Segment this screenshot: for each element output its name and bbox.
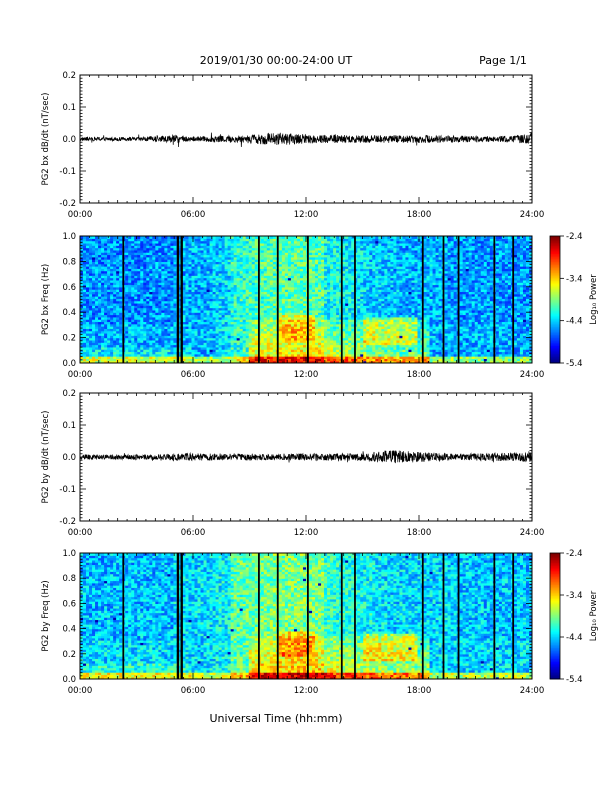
x-tick-label: 06:00 [181, 528, 206, 538]
y-tick-label: -0.1 [59, 167, 76, 177]
x-tick-label: 24:00 [520, 686, 545, 696]
y-tick-label: -0.2 [59, 199, 76, 209]
colorbar-tick-label: -2.4 [566, 549, 583, 559]
y-axis-label: PG2 by Freq (Hz) [41, 580, 51, 651]
colorbar-tick-label: -4.4 [566, 317, 583, 327]
x-tick-label: 06:00 [181, 686, 206, 696]
x-tick-label: 18:00 [407, 528, 432, 538]
y-tick-label: 0.2 [62, 650, 76, 660]
x-axis-label: Universal Time (hh:mm) [210, 712, 343, 725]
x-tick-label: 00:00 [68, 210, 93, 220]
x-tick-label: 12:00 [294, 370, 319, 380]
figure-title: 2019/01/30 00:00-24:00 UT [200, 54, 353, 67]
colorbar: -2.4 -3.4 -4.4 -5.4 Log₁₀ Power [549, 232, 599, 369]
y-tick-label: 0.1 [62, 421, 76, 431]
x-tick-label: 24:00 [520, 528, 545, 538]
colorbar-tick-label: -3.4 [566, 274, 583, 284]
y-tick-label: 0.2 [62, 389, 76, 399]
colorbar-tick-label: -5.4 [566, 359, 583, 369]
colorbar-tick-label: -5.4 [566, 675, 583, 685]
y-axis-label: PG2 bx dB/dt (nT/sec) [41, 93, 51, 186]
y-tick-label: 0.4 [62, 308, 76, 318]
y-tick-label: 0.2 [62, 334, 76, 344]
y-tick-label: -0.2 [59, 517, 76, 527]
spectrogram-cells [80, 236, 532, 363]
y-tick-label: 0.4 [62, 625, 76, 635]
y-tick-label: 0.2 [62, 71, 76, 81]
dbdt-series-line [79, 132, 533, 148]
colorbar: -2.4 -3.4 -4.4 -5.4 Log₁₀ Power [549, 549, 599, 685]
y-tick-label: 0.0 [62, 453, 76, 463]
colorbar-label: Log₁₀ Power [589, 274, 599, 325]
y-tick-label: -0.1 [59, 485, 76, 495]
y-tick-label: 1.0 [62, 232, 76, 242]
x-tick-label: 18:00 [407, 210, 432, 220]
x-tick-label: 18:00 [407, 370, 432, 380]
x-tick-label: 18:00 [407, 686, 432, 696]
y-tick-label: 1.0 [62, 549, 76, 559]
x-tick-label: 12:00 [294, 528, 319, 538]
x-tick-label: 12:00 [294, 686, 319, 696]
bx-spectrogram-panel: 00:00 06:00 12:00 18:00 24:00 1.0 0.8 0.6 0.4 0.2… [41, 232, 599, 380]
page-indicator: Page 1/1 [479, 54, 527, 67]
y-tick-label: 0.6 [62, 283, 76, 293]
bx-dbdt-panel: 00:00 06:00 12:00 18:00 24:00 0.2 0.1 0.0 -0.1 -0… [41, 71, 544, 220]
y-axis-label: PG2 by dB/dt (nT/sec) [41, 411, 51, 504]
x-tick-label: 12:00 [294, 210, 319, 220]
y-tick-label: 0.8 [62, 574, 76, 584]
x-tick-label: 06:00 [181, 210, 206, 220]
colorbar-tick-label: -4.4 [566, 633, 583, 643]
dbdt-series-line [79, 444, 533, 464]
y-tick-label: 0.0 [62, 135, 76, 145]
y-tick-label: 0.1 [62, 103, 76, 113]
x-tick-label: 24:00 [520, 210, 545, 220]
x-tick-label: 00:00 [68, 686, 93, 696]
colorbar-tick-label: -2.4 [566, 232, 583, 242]
colorbar-label: Log₁₀ Power [589, 590, 599, 641]
y-tick-label: 0.0 [62, 675, 76, 685]
colorbar-tick-label: -3.4 [566, 591, 583, 601]
x-tick-label: 06:00 [181, 370, 206, 380]
y-tick-label: 0.6 [62, 599, 76, 609]
x-tick-label: 00:00 [68, 528, 93, 538]
by-dbdt-panel: 00:00 06:00 12:00 18:00 24:00 0.2 0.1 0.0 -0.1 -0… [41, 389, 544, 538]
x-tick-label: 00:00 [68, 370, 93, 380]
y-axis-label: PG2 bx Freq (Hz) [41, 264, 51, 335]
y-tick-label: 0.0 [62, 359, 76, 369]
y-tick-label: 0.8 [62, 257, 76, 267]
by-spectrogram-panel: 00:00 06:00 12:00 18:00 24:00 1.0 0.8 0.6 0.4 0.2… [41, 549, 599, 696]
x-tick-label: 24:00 [520, 370, 545, 380]
spectrogram-cells [80, 553, 532, 679]
